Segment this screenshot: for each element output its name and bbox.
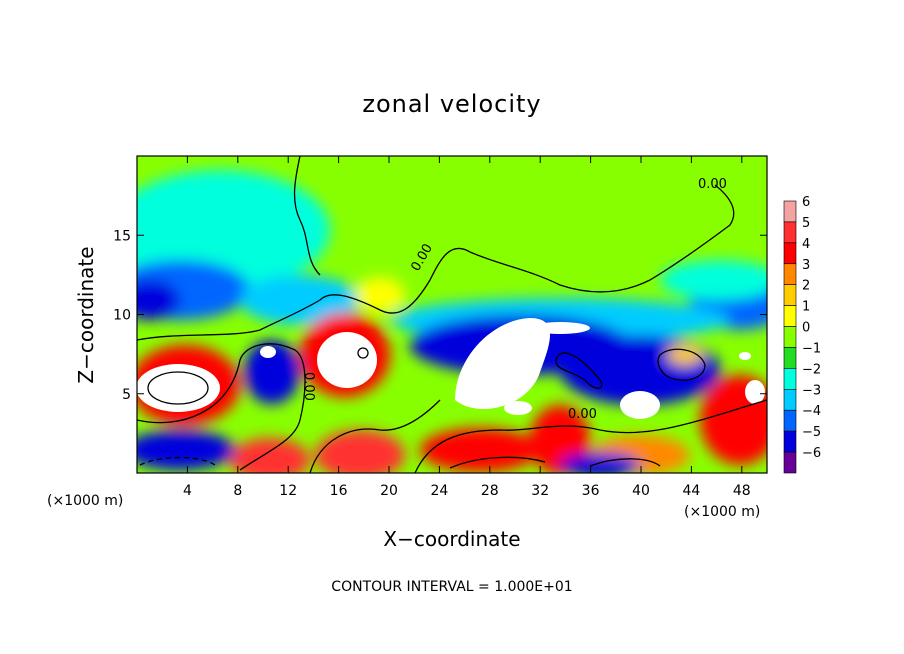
colorbar-swatch [783, 242, 797, 265]
contour-label: 0.00 [568, 407, 597, 422]
y-axis-title: Z−coordinate [74, 246, 98, 383]
y-axis-ticks: 5 10 15 [113, 228, 767, 403]
x-tick-label: 4 [183, 483, 192, 499]
x-unit-label-left: (×1000 m) [47, 493, 123, 509]
colorbar-swatch [783, 409, 797, 432]
x-tick-label: 8 [233, 483, 242, 499]
colorbar-swatch [783, 326, 797, 348]
colorbar-label: 3 [802, 258, 810, 273]
contour-label: 0.00 [698, 177, 727, 192]
x-unit-label-right: (×1000 m) [684, 504, 760, 520]
x-tick-label: 44 [682, 483, 700, 499]
colorbar-swatch [783, 284, 797, 306]
colorbar-swatch [783, 305, 797, 327]
contour-interval-note: CONTOUR INTERVAL = 1.000E+01 [331, 579, 572, 595]
x-tick-label: 32 [531, 483, 549, 499]
colorbar-label: 2 [802, 279, 810, 294]
y-tick-label: 10 [113, 308, 131, 324]
colorbar-label: 5 [802, 216, 810, 231]
x-tick-label: 28 [481, 483, 499, 499]
colorbar-label: 1 [802, 300, 810, 315]
x-tick-label: 16 [330, 483, 348, 499]
plot-area: 0.00 0.00 0.00 0.00 [137, 156, 767, 473]
colorbar-swatch [783, 221, 797, 244]
colorbar-swatch [783, 263, 797, 285]
colorbar-swatch [783, 347, 797, 369]
chart-title: zonal velocity [362, 90, 541, 118]
colorbar-label: 6 [802, 195, 810, 210]
contour-label: 0.00 [301, 372, 316, 401]
colorbar-label: 0 [802, 321, 810, 336]
colorbar-label: 4 [802, 237, 810, 252]
y-tick-label: 15 [113, 228, 131, 244]
colorbar-label: −5 [802, 425, 821, 440]
colorbar-swatch [783, 200, 797, 223]
colorbar-label: −2 [802, 362, 821, 377]
colorbar-swatch [783, 368, 797, 390]
x-axis-title: X−coordinate [383, 527, 520, 551]
colorbar-label: −1 [802, 341, 821, 356]
colorbar-swatch [783, 430, 797, 453]
x-tick-label: 12 [279, 483, 297, 499]
colorbar: 6 5 4 3 2 1 0 −1 −2 −3 −4 −5 −6 [783, 195, 821, 474]
colorbar-label: −4 [802, 404, 821, 419]
x-axis-ticks: 4 8 12 16 20 24 28 32 36 40 44 48 [183, 156, 751, 499]
colorbar-label: −6 [802, 446, 821, 461]
x-tick-label: 40 [632, 483, 650, 499]
x-tick-label: 36 [582, 483, 600, 499]
colorbar-label: −3 [802, 383, 821, 398]
x-tick-label: 24 [430, 483, 448, 499]
y-tick-label: 5 [122, 387, 131, 403]
colorbar-swatch [783, 451, 797, 474]
zero-contours [137, 156, 767, 473]
x-tick-label: 20 [380, 483, 398, 499]
colorbar-swatch [783, 389, 797, 411]
x-tick-label: 48 [733, 483, 751, 499]
